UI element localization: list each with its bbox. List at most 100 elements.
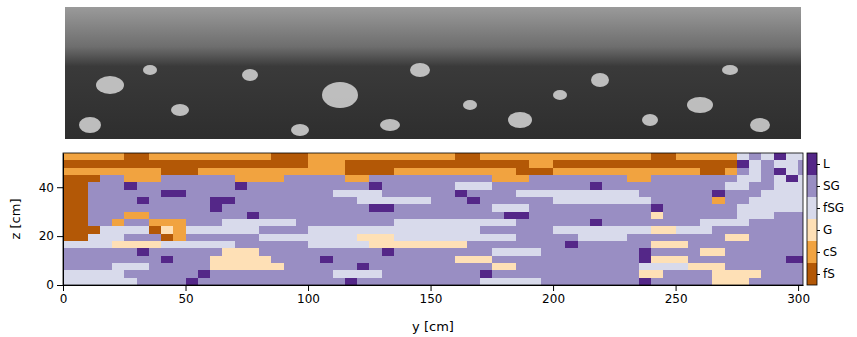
cell xyxy=(222,212,235,220)
cell xyxy=(627,197,640,205)
cell xyxy=(700,197,713,205)
cell xyxy=(259,212,272,220)
cell xyxy=(198,263,211,271)
cell xyxy=(516,234,529,242)
cell xyxy=(602,219,615,227)
cell xyxy=(320,234,333,242)
cell xyxy=(382,219,395,227)
cell xyxy=(406,168,419,176)
cell xyxy=(786,175,799,183)
cell xyxy=(406,263,419,271)
cell xyxy=(480,197,493,205)
cell xyxy=(786,234,799,242)
cell xyxy=(431,248,444,256)
cell xyxy=(75,226,88,234)
cell xyxy=(186,263,199,271)
cell xyxy=(88,153,101,161)
cell xyxy=(357,241,370,249)
cell xyxy=(333,204,346,212)
cell xyxy=(137,160,150,168)
cell xyxy=(455,219,468,227)
cell xyxy=(418,263,431,271)
cell xyxy=(455,234,468,242)
cell xyxy=(406,175,419,183)
cell xyxy=(357,256,370,264)
cell xyxy=(284,212,297,220)
cell xyxy=(480,190,493,198)
cell xyxy=(565,270,578,278)
cell xyxy=(786,256,799,264)
cell xyxy=(382,270,395,278)
cell xyxy=(222,219,235,227)
cell xyxy=(774,212,787,220)
cell xyxy=(602,226,615,234)
cell xyxy=(124,219,137,227)
cell xyxy=(345,190,358,198)
cell xyxy=(235,263,248,271)
cell xyxy=(210,182,223,190)
cell xyxy=(210,256,223,264)
cell xyxy=(541,226,554,234)
cell xyxy=(737,270,750,278)
cell xyxy=(467,226,480,234)
cell xyxy=(467,263,480,271)
cell xyxy=(651,168,664,176)
cell xyxy=(235,256,248,264)
cell xyxy=(712,182,725,190)
cell xyxy=(443,226,456,234)
cell xyxy=(88,226,101,234)
cell xyxy=(541,234,554,242)
cell xyxy=(749,153,762,161)
cell xyxy=(761,241,774,249)
cell xyxy=(651,175,664,183)
cell xyxy=(222,182,235,190)
cell xyxy=(480,175,493,183)
colorbar-segment xyxy=(807,241,817,263)
cell xyxy=(614,204,627,212)
cell xyxy=(284,168,297,176)
cell xyxy=(394,241,407,249)
cell xyxy=(480,182,493,190)
cell xyxy=(161,241,174,249)
cell xyxy=(63,248,76,256)
tick: 250 xyxy=(665,285,688,306)
cell xyxy=(100,182,113,190)
cell xyxy=(725,160,738,168)
cell xyxy=(124,204,137,212)
cell xyxy=(688,175,701,183)
cell xyxy=(357,219,370,227)
cell xyxy=(627,256,640,264)
cell xyxy=(651,241,664,249)
cell xyxy=(565,241,578,249)
cell xyxy=(75,256,88,264)
cell xyxy=(516,204,529,212)
cell xyxy=(529,182,542,190)
cell xyxy=(186,234,199,242)
cell xyxy=(602,190,615,198)
cell xyxy=(259,190,272,198)
cell xyxy=(186,212,199,220)
cell xyxy=(749,234,762,242)
cell xyxy=(761,153,774,161)
cell xyxy=(394,212,407,220)
cell xyxy=(639,182,652,190)
cell xyxy=(700,160,713,168)
cell xyxy=(529,204,542,212)
tick-mark xyxy=(57,187,63,188)
cell xyxy=(761,182,774,190)
cell xyxy=(651,278,664,285)
cell xyxy=(590,175,603,183)
cell xyxy=(578,175,591,183)
cell xyxy=(455,168,468,176)
cell xyxy=(749,212,762,220)
cell xyxy=(553,190,566,198)
cell xyxy=(725,270,738,278)
cell xyxy=(614,153,627,161)
cell xyxy=(627,175,640,183)
axis-line xyxy=(63,154,64,286)
cell xyxy=(345,241,358,249)
cell xyxy=(565,153,578,161)
cell xyxy=(296,175,309,183)
cell xyxy=(88,263,101,271)
photo-pebble xyxy=(79,117,101,133)
